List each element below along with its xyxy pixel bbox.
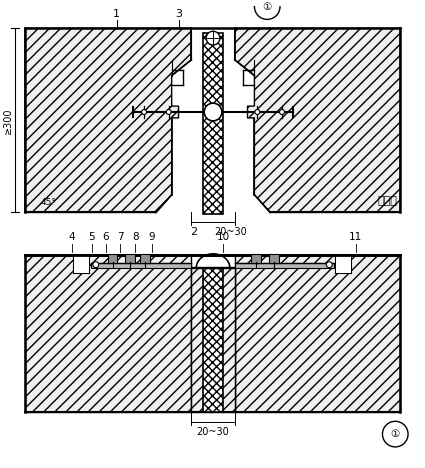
Text: ①: ① <box>391 429 400 439</box>
Bar <box>125 254 135 263</box>
Bar <box>203 33 223 214</box>
Text: 5: 5 <box>88 232 95 242</box>
Circle shape <box>142 110 147 115</box>
Circle shape <box>166 110 171 115</box>
Bar <box>74 255 89 272</box>
Text: 7: 7 <box>117 232 124 242</box>
Text: 8: 8 <box>132 232 139 242</box>
Text: 20~30: 20~30 <box>197 427 230 437</box>
Text: 10: 10 <box>216 232 230 242</box>
Text: 9: 9 <box>149 232 155 242</box>
Polygon shape <box>25 255 191 412</box>
Circle shape <box>382 421 408 447</box>
Circle shape <box>204 103 222 121</box>
Polygon shape <box>191 267 235 412</box>
Text: 45°: 45° <box>41 198 57 207</box>
Text: 1: 1 <box>113 9 120 20</box>
Bar <box>108 254 117 263</box>
Circle shape <box>326 262 332 268</box>
Circle shape <box>93 262 99 268</box>
Text: 3: 3 <box>175 9 182 20</box>
Bar <box>336 255 351 272</box>
Polygon shape <box>235 28 400 212</box>
Bar <box>203 268 223 412</box>
Circle shape <box>255 0 280 19</box>
Text: 迎水面: 迎水面 <box>377 196 397 205</box>
Bar <box>91 263 191 268</box>
Text: 4: 4 <box>69 232 76 242</box>
Text: ①: ① <box>263 1 272 12</box>
Bar <box>235 263 334 268</box>
Text: 11: 11 <box>349 232 363 242</box>
Bar <box>269 254 279 263</box>
Bar <box>252 254 261 263</box>
Polygon shape <box>235 255 400 412</box>
Text: 20~30: 20~30 <box>214 227 247 237</box>
Circle shape <box>206 31 220 45</box>
Bar <box>140 254 150 263</box>
Circle shape <box>280 110 284 115</box>
Text: 2: 2 <box>190 227 197 237</box>
Polygon shape <box>25 28 191 212</box>
Circle shape <box>255 110 260 115</box>
Text: ≥300: ≥300 <box>3 107 13 134</box>
Text: 6: 6 <box>102 232 109 242</box>
